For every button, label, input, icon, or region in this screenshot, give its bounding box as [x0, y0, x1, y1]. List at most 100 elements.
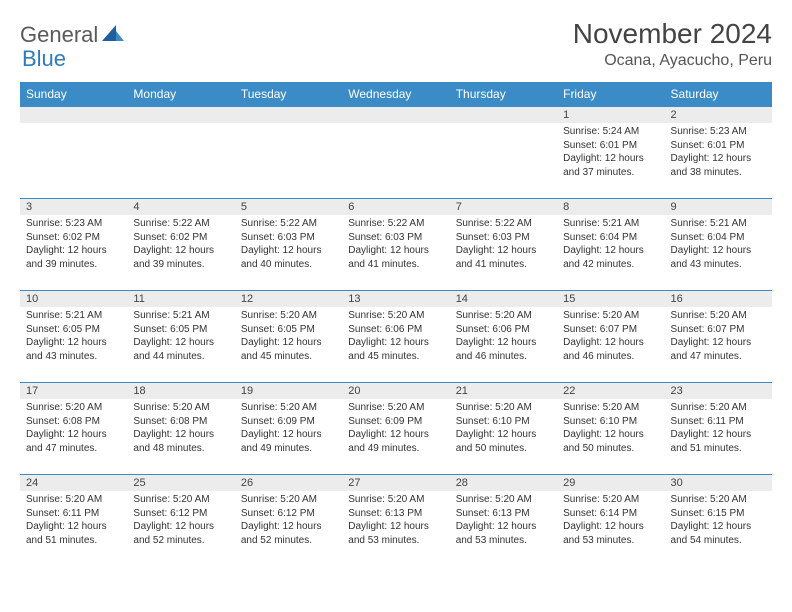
day-details: Sunrise: 5:20 AMSunset: 6:12 PMDaylight:… [235, 491, 342, 551]
day-number: 11 [127, 291, 234, 307]
day-number: 19 [235, 383, 342, 399]
calendar-row: 10Sunrise: 5:21 AMSunset: 6:05 PMDayligh… [20, 291, 772, 383]
day-details: Sunrise: 5:24 AMSunset: 6:01 PMDaylight:… [557, 123, 664, 183]
calendar-row: 17Sunrise: 5:20 AMSunset: 6:08 PMDayligh… [20, 383, 772, 475]
weekday-row: SundayMondayTuesdayWednesdayThursdayFrid… [20, 82, 772, 107]
calendar-cell: 22Sunrise: 5:20 AMSunset: 6:10 PMDayligh… [557, 383, 664, 475]
calendar-body: 1Sunrise: 5:24 AMSunset: 6:01 PMDaylight… [20, 107, 772, 567]
day-number: 17 [20, 383, 127, 399]
calendar-cell-empty [20, 107, 127, 199]
day-number: 12 [235, 291, 342, 307]
day-number: 6 [342, 199, 449, 215]
day-number: 25 [127, 475, 234, 491]
calendar-cell: 4Sunrise: 5:22 AMSunset: 6:02 PMDaylight… [127, 199, 234, 291]
calendar-cell: 16Sunrise: 5:20 AMSunset: 6:07 PMDayligh… [665, 291, 772, 383]
day-number [342, 107, 449, 123]
calendar-cell: 24Sunrise: 5:20 AMSunset: 6:11 PMDayligh… [20, 475, 127, 567]
day-details: Sunrise: 5:20 AMSunset: 6:14 PMDaylight:… [557, 491, 664, 551]
day-number: 3 [20, 199, 127, 215]
day-details: Sunrise: 5:20 AMSunset: 6:06 PMDaylight:… [450, 307, 557, 367]
weekday-header: Thursday [450, 82, 557, 107]
calendar-cell: 21Sunrise: 5:20 AMSunset: 6:10 PMDayligh… [450, 383, 557, 475]
calendar-cell: 13Sunrise: 5:20 AMSunset: 6:06 PMDayligh… [342, 291, 449, 383]
day-details: Sunrise: 5:20 AMSunset: 6:08 PMDaylight:… [127, 399, 234, 459]
day-number [20, 107, 127, 123]
calendar-cell: 28Sunrise: 5:20 AMSunset: 6:13 PMDayligh… [450, 475, 557, 567]
calendar-cell: 12Sunrise: 5:20 AMSunset: 6:05 PMDayligh… [235, 291, 342, 383]
day-details: Sunrise: 5:22 AMSunset: 6:03 PMDaylight:… [342, 215, 449, 275]
weekday-header: Friday [557, 82, 664, 107]
calendar-cell: 30Sunrise: 5:20 AMSunset: 6:15 PMDayligh… [665, 475, 772, 567]
calendar-row: 3Sunrise: 5:23 AMSunset: 6:02 PMDaylight… [20, 199, 772, 291]
day-number: 29 [557, 475, 664, 491]
day-details: Sunrise: 5:22 AMSunset: 6:02 PMDaylight:… [127, 215, 234, 275]
calendar-cell-empty [235, 107, 342, 199]
day-number: 24 [20, 475, 127, 491]
calendar-cell: 29Sunrise: 5:20 AMSunset: 6:14 PMDayligh… [557, 475, 664, 567]
day-details: Sunrise: 5:20 AMSunset: 6:08 PMDaylight:… [20, 399, 127, 459]
calendar-cell: 8Sunrise: 5:21 AMSunset: 6:04 PMDaylight… [557, 199, 664, 291]
calendar-cell: 9Sunrise: 5:21 AMSunset: 6:04 PMDaylight… [665, 199, 772, 291]
day-number: 13 [342, 291, 449, 307]
day-number: 2 [665, 107, 772, 123]
title-block: November 2024 Ocana, Ayacucho, Peru [573, 18, 772, 70]
day-details: Sunrise: 5:20 AMSunset: 6:07 PMDaylight:… [665, 307, 772, 367]
calendar-cell: 27Sunrise: 5:20 AMSunset: 6:13 PMDayligh… [342, 475, 449, 567]
day-number: 8 [557, 199, 664, 215]
day-details: Sunrise: 5:22 AMSunset: 6:03 PMDaylight:… [235, 215, 342, 275]
day-number [450, 107, 557, 123]
day-details: Sunrise: 5:21 AMSunset: 6:04 PMDaylight:… [557, 215, 664, 275]
logo-sail-icon [102, 25, 124, 48]
day-details: Sunrise: 5:21 AMSunset: 6:05 PMDaylight:… [127, 307, 234, 367]
day-number [235, 107, 342, 123]
calendar-cell: 25Sunrise: 5:20 AMSunset: 6:12 PMDayligh… [127, 475, 234, 567]
calendar-cell: 11Sunrise: 5:21 AMSunset: 6:05 PMDayligh… [127, 291, 234, 383]
day-number: 15 [557, 291, 664, 307]
weekday-header: Sunday [20, 82, 127, 107]
day-number: 18 [127, 383, 234, 399]
calendar-cell-empty [342, 107, 449, 199]
calendar-row: 1Sunrise: 5:24 AMSunset: 6:01 PMDaylight… [20, 107, 772, 199]
day-number: 22 [557, 383, 664, 399]
day-details: Sunrise: 5:21 AMSunset: 6:04 PMDaylight:… [665, 215, 772, 275]
day-details: Sunrise: 5:21 AMSunset: 6:05 PMDaylight:… [20, 307, 127, 367]
day-details: Sunrise: 5:23 AMSunset: 6:02 PMDaylight:… [20, 215, 127, 275]
calendar-cell: 19Sunrise: 5:20 AMSunset: 6:09 PMDayligh… [235, 383, 342, 475]
calendar-head: SundayMondayTuesdayWednesdayThursdayFrid… [20, 82, 772, 107]
calendar-cell: 23Sunrise: 5:20 AMSunset: 6:11 PMDayligh… [665, 383, 772, 475]
calendar-row: 24Sunrise: 5:20 AMSunset: 6:11 PMDayligh… [20, 475, 772, 567]
day-details: Sunrise: 5:20 AMSunset: 6:15 PMDaylight:… [665, 491, 772, 551]
day-number: 14 [450, 291, 557, 307]
calendar-cell: 10Sunrise: 5:21 AMSunset: 6:05 PMDayligh… [20, 291, 127, 383]
calendar-cell: 18Sunrise: 5:20 AMSunset: 6:08 PMDayligh… [127, 383, 234, 475]
day-number: 10 [20, 291, 127, 307]
day-number: 28 [450, 475, 557, 491]
day-number: 16 [665, 291, 772, 307]
day-number: 1 [557, 107, 664, 123]
month-title: November 2024 [573, 18, 772, 50]
calendar-cell: 15Sunrise: 5:20 AMSunset: 6:07 PMDayligh… [557, 291, 664, 383]
calendar-cell: 17Sunrise: 5:20 AMSunset: 6:08 PMDayligh… [20, 383, 127, 475]
calendar-cell: 2Sunrise: 5:23 AMSunset: 6:01 PMDaylight… [665, 107, 772, 199]
calendar-cell: 20Sunrise: 5:20 AMSunset: 6:09 PMDayligh… [342, 383, 449, 475]
day-number: 5 [235, 199, 342, 215]
weekday-header: Monday [127, 82, 234, 107]
day-number: 27 [342, 475, 449, 491]
day-details: Sunrise: 5:23 AMSunset: 6:01 PMDaylight:… [665, 123, 772, 183]
day-number: 21 [450, 383, 557, 399]
day-details: Sunrise: 5:20 AMSunset: 6:11 PMDaylight:… [665, 399, 772, 459]
day-details: Sunrise: 5:20 AMSunset: 6:12 PMDaylight:… [127, 491, 234, 551]
location-text: Ocana, Ayacucho, Peru [573, 52, 772, 70]
calendar-cell: 6Sunrise: 5:22 AMSunset: 6:03 PMDaylight… [342, 199, 449, 291]
calendar-cell: 5Sunrise: 5:22 AMSunset: 6:03 PMDaylight… [235, 199, 342, 291]
day-details: Sunrise: 5:20 AMSunset: 6:10 PMDaylight:… [557, 399, 664, 459]
day-details: Sunrise: 5:20 AMSunset: 6:09 PMDaylight:… [235, 399, 342, 459]
day-number [127, 107, 234, 123]
day-number: 26 [235, 475, 342, 491]
calendar-page: General November 2024 Ocana, Ayacucho, P… [0, 0, 792, 577]
weekday-header: Saturday [665, 82, 772, 107]
day-details: Sunrise: 5:20 AMSunset: 6:05 PMDaylight:… [235, 307, 342, 367]
day-number: 23 [665, 383, 772, 399]
calendar-cell: 7Sunrise: 5:22 AMSunset: 6:03 PMDaylight… [450, 199, 557, 291]
day-details: Sunrise: 5:20 AMSunset: 6:13 PMDaylight:… [342, 491, 449, 551]
